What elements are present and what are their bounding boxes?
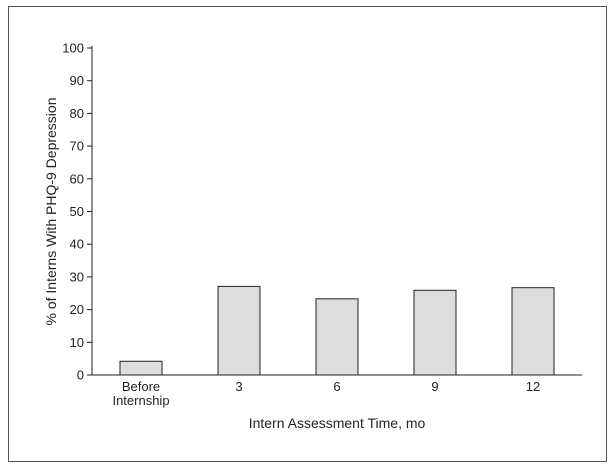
y-tick-label: 50	[70, 204, 84, 219]
x-tick-label-line: 3	[235, 379, 242, 394]
y-tick-label: 90	[70, 73, 84, 88]
x-tick-label-line: 9	[431, 379, 438, 394]
x-tick-label-line: Internship	[112, 393, 169, 408]
x-axis-title: Intern Assessment Time, mo	[249, 415, 426, 431]
y-tick-label: 60	[70, 171, 84, 186]
y-tick-label: 40	[70, 237, 84, 252]
chart-frame	[8, 6, 607, 462]
y-axis-title: % of Interns With PHQ-9 Depression	[43, 98, 59, 326]
y-tick-label: 0	[77, 368, 84, 383]
x-tick-label: 12	[526, 379, 540, 394]
y-tick-label: 20	[70, 302, 84, 317]
bar	[119, 360, 163, 376]
bar	[413, 289, 457, 376]
x-tick-label-line: 6	[333, 379, 340, 394]
x-tick-label-line: 12	[526, 379, 540, 394]
bar	[217, 285, 261, 376]
bars	[119, 285, 555, 376]
x-tick-label: Before Internship	[112, 379, 169, 408]
bar	[315, 298, 359, 376]
y-tick-label: 100	[62, 41, 84, 56]
y-tick-label: 80	[70, 106, 84, 121]
x-tick-label: 9	[431, 379, 438, 394]
bar	[511, 287, 555, 376]
x-tick-label: 3	[235, 379, 242, 394]
x-tick-label: 6	[333, 379, 340, 394]
y-tick-label: 70	[70, 139, 84, 154]
y-tick-label: 10	[70, 335, 84, 350]
x-axis-ticks: Before Internship 3 6 9 12	[112, 379, 540, 408]
x-tick-label-line: Before	[122, 379, 160, 394]
y-axis-ticks: 0 10 20 30 40 50 60 70 80 90 100	[62, 41, 92, 383]
y-tick-label: 30	[70, 269, 84, 284]
